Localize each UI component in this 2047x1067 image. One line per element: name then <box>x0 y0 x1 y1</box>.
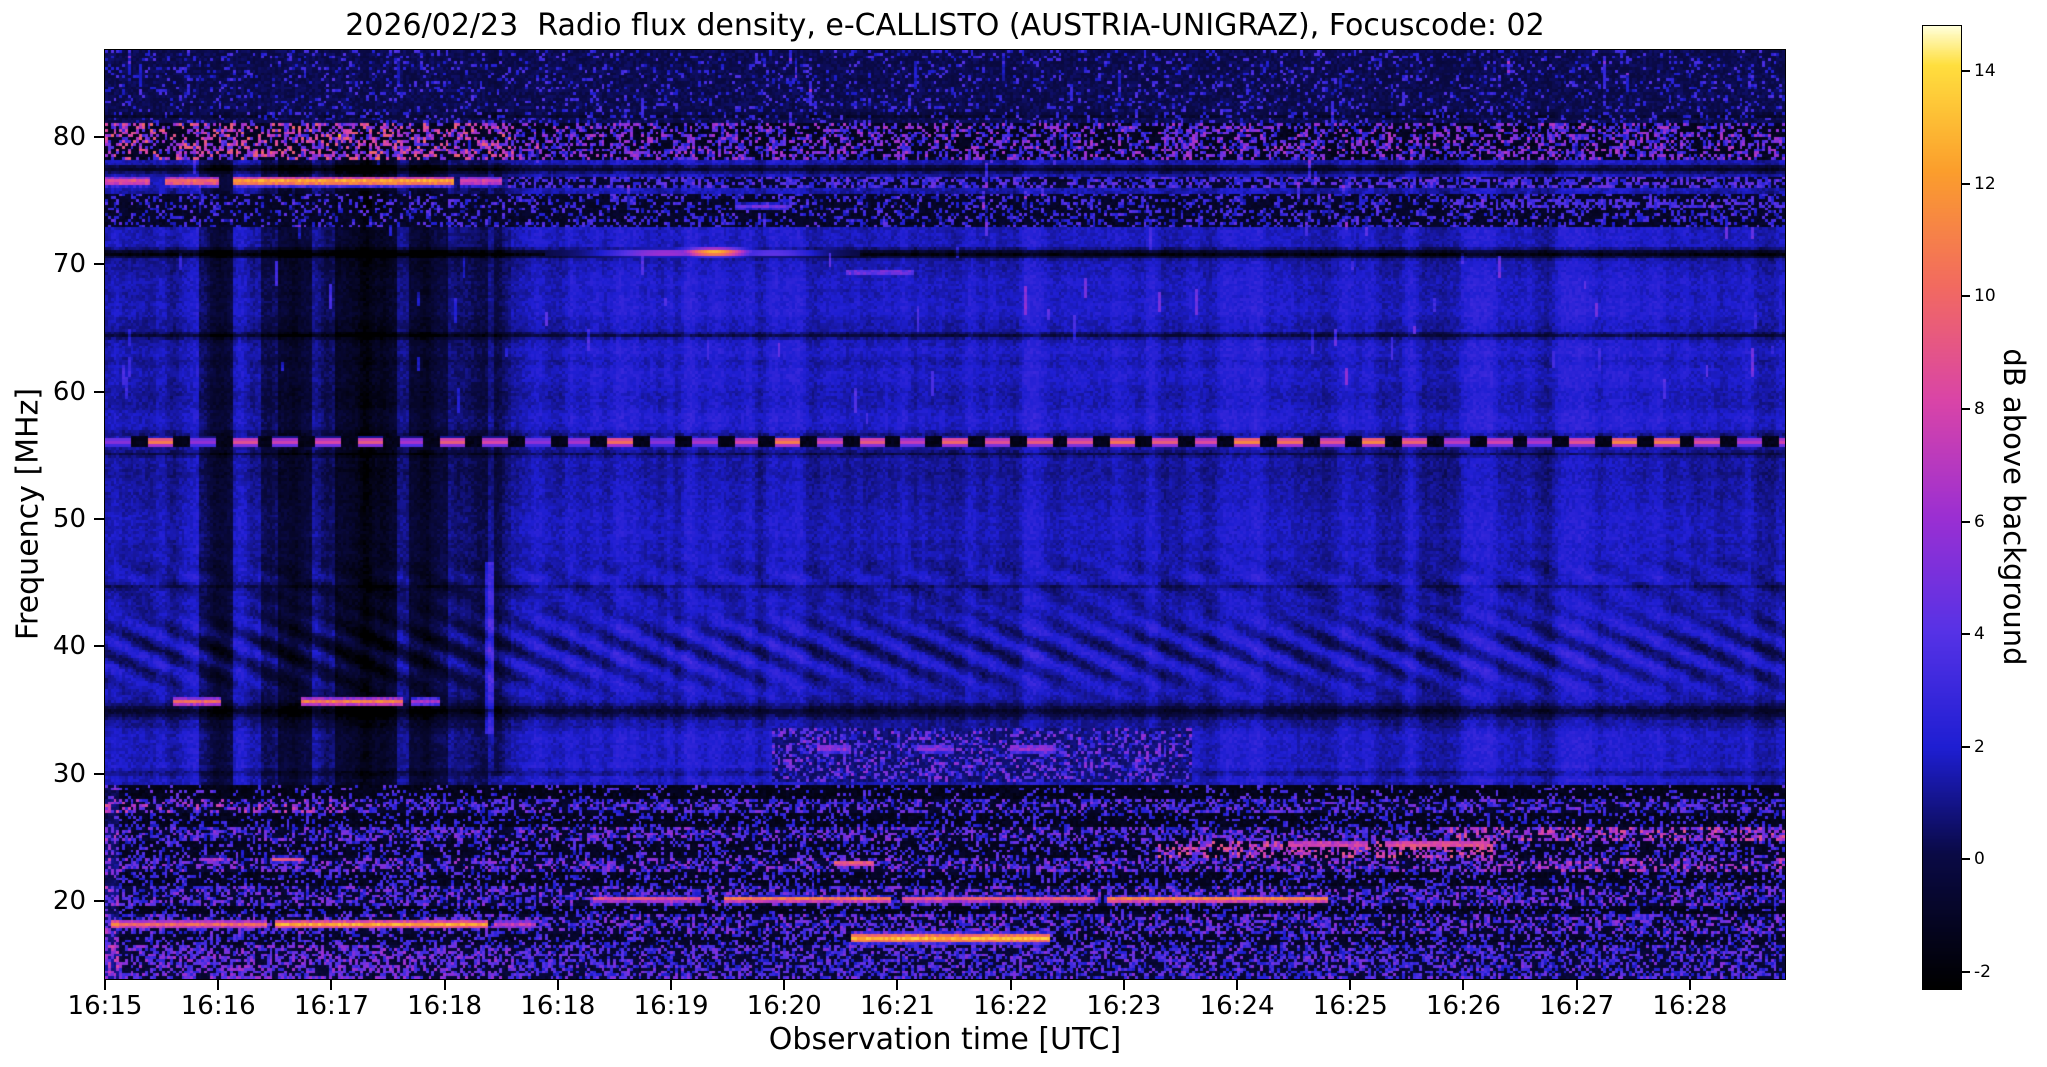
x-tick-mark <box>443 980 446 990</box>
x-tick-label: 16:18 <box>520 991 596 1021</box>
colorbar-tick-label: 4 <box>1974 624 1985 645</box>
colorbar-tick-mark <box>1962 182 1970 185</box>
x-tick-label: 16:17 <box>293 991 369 1021</box>
colorbar-tick-label: -2 <box>1974 962 1991 983</box>
y-tick-mark <box>94 900 104 903</box>
colorbar-tick-label: 8 <box>1974 398 1985 419</box>
x-tick-label: 16:16 <box>180 991 256 1021</box>
x-tick-mark <box>1575 980 1578 990</box>
colorbar-tick-mark <box>1962 407 1970 410</box>
colorbar-tick-mark <box>1962 70 1970 73</box>
colorbar-tick-mark <box>1962 295 1970 298</box>
colorbar-tick-mark <box>1962 633 1970 636</box>
y-tick-mark <box>94 390 104 393</box>
x-tick-mark <box>670 980 673 990</box>
y-tick-mark <box>94 135 104 138</box>
x-tick-mark <box>217 980 220 990</box>
y-tick-label: 70 <box>52 249 86 280</box>
spectrogram-canvas <box>105 50 1785 979</box>
chart-title: 2026/02/23 Radio flux density, e-CALLIST… <box>345 8 1545 43</box>
y-tick-mark <box>94 645 104 648</box>
x-tick-label: 16:26 <box>1426 991 1501 1021</box>
x-tick-label: 16:19 <box>633 991 709 1021</box>
x-tick-mark <box>1349 980 1352 990</box>
x-tick-mark <box>1688 980 1691 990</box>
x-tick-mark <box>330 980 333 990</box>
x-axis-label: Observation time [UTC] <box>768 1022 1122 1057</box>
x-tick-label: 16:27 <box>1539 991 1615 1021</box>
x-tick-label: 16:15 <box>67 991 143 1021</box>
y-tick-label: 80 <box>52 121 86 152</box>
y-tick-label: 30 <box>52 758 86 789</box>
x-tick-mark <box>783 980 786 990</box>
colorbar-tick-label: 0 <box>1974 849 1985 870</box>
x-tick-label: 16:25 <box>1312 991 1388 1021</box>
y-tick-mark <box>94 772 104 775</box>
x-tick-label: 16:22 <box>973 991 1049 1021</box>
x-tick-mark <box>1122 980 1125 990</box>
x-tick-label: 16:23 <box>1086 991 1162 1021</box>
x-tick-mark <box>1462 980 1465 990</box>
colorbar <box>1922 25 1962 990</box>
y-tick-mark <box>94 517 104 520</box>
x-tick-label: 16:28 <box>1652 991 1728 1021</box>
y-tick-mark <box>94 263 104 266</box>
spectrogram-plot <box>104 49 1786 980</box>
colorbar-label: dB above background <box>1997 348 2031 666</box>
y-tick-label: 40 <box>52 631 86 662</box>
x-tick-mark <box>556 980 559 990</box>
x-tick-label: 16:21 <box>859 991 935 1021</box>
y-tick-label: 20 <box>52 886 86 917</box>
colorbar-tick-label: 6 <box>1974 511 1985 532</box>
colorbar-tick-label: 2 <box>1974 736 1985 757</box>
x-tick-label: 16:24 <box>1199 991 1275 1021</box>
x-tick-mark <box>104 980 106 990</box>
x-tick-mark <box>1236 980 1239 990</box>
x-tick-mark <box>896 980 899 990</box>
colorbar-tick-label: 10 <box>1974 286 1996 307</box>
y-tick-label: 50 <box>52 503 86 534</box>
x-tick-mark <box>1009 980 1012 990</box>
x-tick-label: 16:18 <box>407 991 483 1021</box>
colorbar-tick-label: 12 <box>1974 173 1996 194</box>
colorbar-tick-mark <box>1962 745 1970 748</box>
colorbar-gradient <box>1923 26 1961 989</box>
colorbar-tick-mark <box>1962 858 1970 861</box>
colorbar-tick-mark <box>1962 971 1970 974</box>
colorbar-tick-label: 14 <box>1974 61 1996 82</box>
colorbar-tick-mark <box>1962 520 1970 523</box>
x-tick-label: 16:20 <box>746 991 822 1021</box>
y-tick-label: 60 <box>52 376 86 407</box>
